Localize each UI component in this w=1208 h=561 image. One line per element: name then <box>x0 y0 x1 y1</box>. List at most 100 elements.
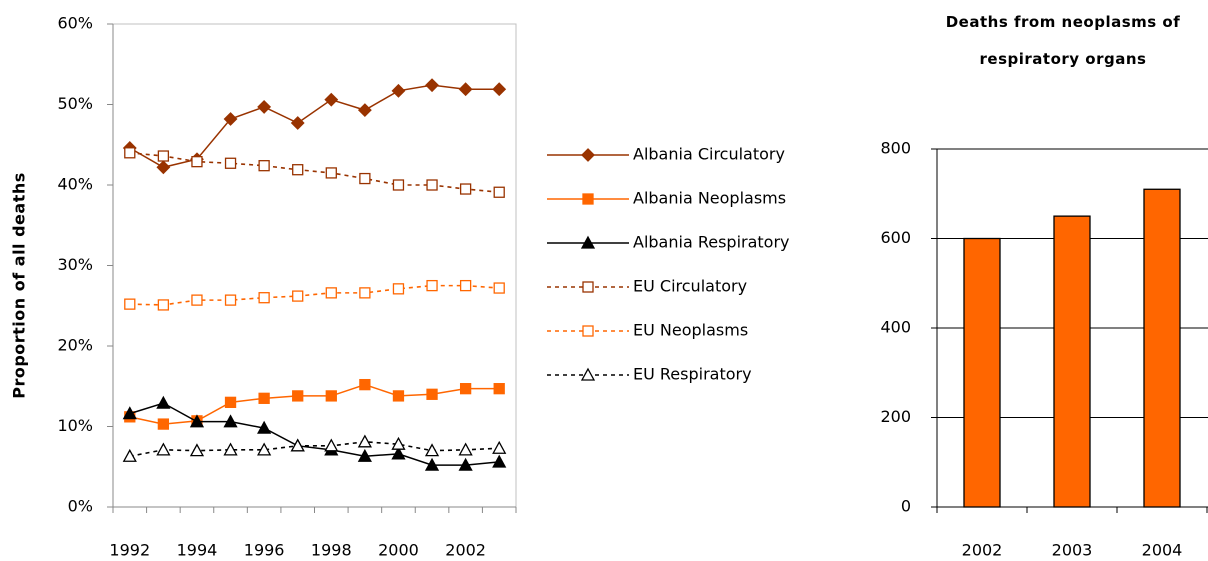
point <box>156 160 171 175</box>
point <box>124 298 136 310</box>
x-tick-label: 2003 <box>1052 541 1093 560</box>
x-tick-label: 2002 <box>445 541 486 560</box>
point <box>359 172 371 185</box>
point <box>156 442 171 456</box>
point <box>391 446 406 460</box>
point <box>258 160 270 172</box>
x-tick-label: 2000 <box>378 541 419 560</box>
point <box>191 156 203 168</box>
x-tick-label: 1998 <box>311 541 352 560</box>
point <box>156 395 171 409</box>
bar <box>1143 188 1181 508</box>
x-tick-label: 2002 <box>962 541 1003 560</box>
point <box>458 457 473 471</box>
point <box>458 82 473 97</box>
point <box>223 442 238 456</box>
point <box>493 383 505 395</box>
point <box>189 443 205 457</box>
y-tick-label: 20% <box>57 336 93 355</box>
point <box>122 448 137 462</box>
bar <box>1053 215 1091 508</box>
point <box>157 418 170 430</box>
legend-label: Albania Respiratory <box>633 233 790 252</box>
series-line <box>129 440 500 458</box>
legend-marker <box>582 193 594 205</box>
legend-marker <box>581 148 595 162</box>
legend-label: EU Circulatory <box>633 277 747 296</box>
point <box>224 157 237 169</box>
point <box>224 396 237 409</box>
point <box>392 283 405 295</box>
point <box>325 390 337 402</box>
legend-marker <box>580 367 596 381</box>
y-tick-label: 0% <box>68 497 93 516</box>
point <box>223 414 238 428</box>
point <box>391 83 406 98</box>
point <box>493 186 505 198</box>
series-line <box>129 284 500 306</box>
point <box>359 378 371 391</box>
legend-label: Albania Neoplasms <box>633 189 786 208</box>
point <box>426 388 438 400</box>
point <box>392 179 405 191</box>
series-line <box>129 84 500 169</box>
y-tick-label: 800 <box>880 139 911 158</box>
bar <box>963 237 1001 508</box>
point <box>292 164 304 176</box>
point <box>424 457 440 471</box>
point <box>459 383 472 395</box>
point <box>191 294 203 306</box>
point <box>425 78 439 93</box>
point <box>357 448 372 462</box>
point <box>324 438 339 452</box>
point <box>426 179 438 191</box>
legend-marker <box>582 325 594 337</box>
chart-title: Deaths from neoplasms of respiratory org… <box>945 13 1181 68</box>
x-tick-label: 1994 <box>177 541 218 560</box>
point <box>493 282 505 294</box>
point <box>157 299 170 311</box>
series-line <box>129 402 500 466</box>
point <box>224 294 237 306</box>
point <box>258 392 270 404</box>
legend-marker <box>580 235 596 249</box>
point <box>325 167 337 179</box>
point <box>492 454 507 468</box>
y-tick-label: 50% <box>57 94 93 113</box>
point <box>223 112 238 126</box>
point <box>357 103 372 118</box>
point <box>424 443 440 457</box>
point <box>157 150 170 162</box>
point <box>492 440 507 454</box>
point <box>292 290 304 302</box>
point <box>459 183 472 195</box>
y-tick-label: 200 <box>880 407 911 426</box>
series-line <box>129 383 500 425</box>
point <box>492 82 507 97</box>
y-tick-label: 600 <box>880 228 911 247</box>
point <box>189 414 205 428</box>
y-tick-label: 0 <box>901 497 911 516</box>
point <box>325 287 337 299</box>
point <box>290 116 305 130</box>
point <box>458 442 473 456</box>
point <box>357 434 372 448</box>
y-tick-label: 60% <box>57 14 93 33</box>
x-tick-label: 1996 <box>244 541 285 560</box>
point <box>292 390 304 402</box>
point <box>391 436 406 450</box>
point <box>257 442 272 456</box>
y-tick-label: 10% <box>57 416 93 435</box>
point <box>122 406 137 420</box>
legend-label: EU Neoplasms <box>633 321 748 340</box>
point <box>324 92 339 107</box>
point <box>459 279 472 292</box>
x-tick-label: 1992 <box>109 541 150 560</box>
series-line <box>129 152 500 194</box>
plot-frame <box>112 23 517 508</box>
point <box>290 438 305 452</box>
point <box>258 292 270 304</box>
point <box>359 287 371 299</box>
